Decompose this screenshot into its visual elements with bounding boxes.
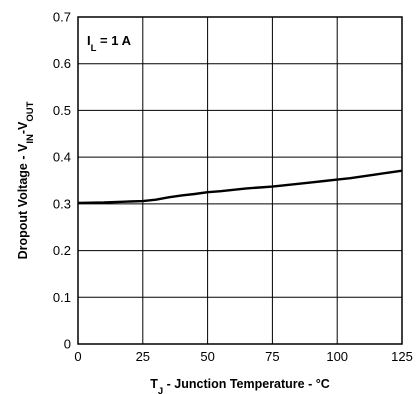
y-tick-label: 0.1 xyxy=(53,290,71,305)
y-tick-label: 0.7 xyxy=(53,10,71,25)
chart-text: IL = 1 A TJ - Junction Temperature - °C Dr… xyxy=(16,33,330,394)
y-tick-label: 0.5 xyxy=(53,103,71,118)
y-axis-title: Dropout Voltage - VIN-VOUT xyxy=(16,101,36,259)
tick-labels: 0 25 50 75 100 125 0 0.1 0.2 0.3 0.4 0.5 0.6 0.7 xyxy=(53,10,413,365)
x-tick-label: 0 xyxy=(74,349,81,364)
y-tick-label: 0.2 xyxy=(53,243,71,258)
x-tick-label: 50 xyxy=(200,349,214,364)
x-tick-label: 25 xyxy=(136,349,150,364)
grid xyxy=(77,16,403,345)
x-tick-label: 100 xyxy=(326,349,348,364)
plot-frame xyxy=(77,16,403,345)
y-tick-label: 0.6 xyxy=(53,56,71,71)
x-axis-title: TJ - Junction Temperature - °C xyxy=(150,377,330,394)
x-tick-label: 75 xyxy=(265,349,279,364)
series-layer xyxy=(77,169,403,205)
y-tick-label: 0 xyxy=(64,337,71,352)
load-current-annotation: IL = 1 A xyxy=(87,33,132,54)
y-tick-label: 0.3 xyxy=(53,196,71,211)
y-tick-label: 0.4 xyxy=(53,150,71,165)
x-tick-label: 125 xyxy=(391,349,413,364)
series-line xyxy=(77,169,403,205)
